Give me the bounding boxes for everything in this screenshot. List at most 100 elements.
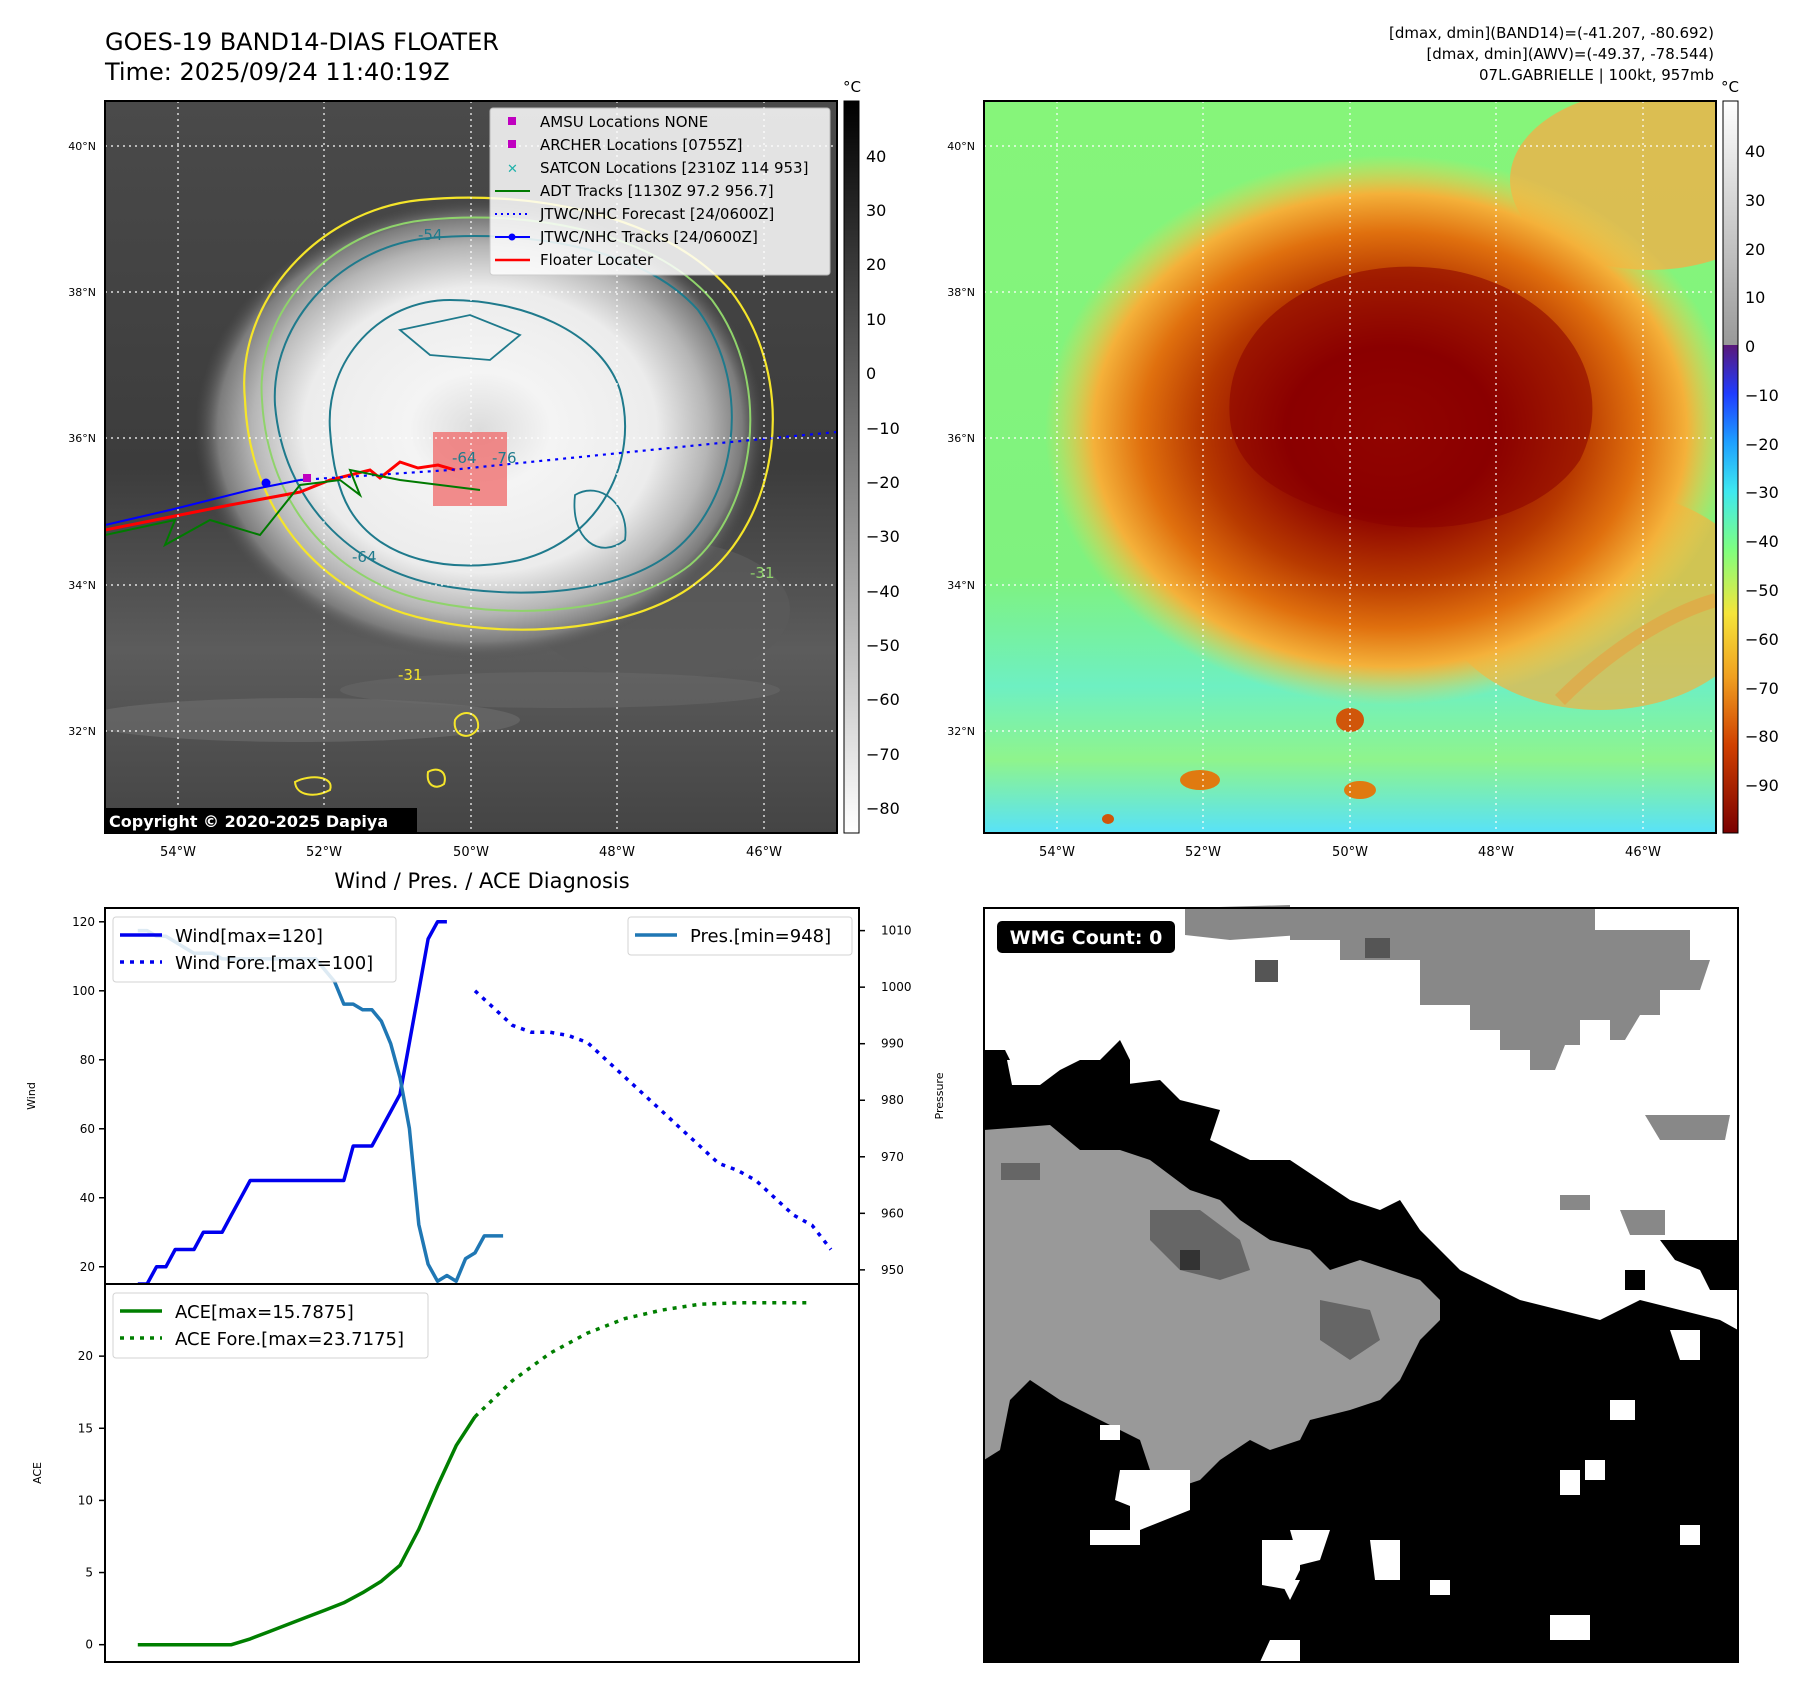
legend-amsu: AMSU Locations NONE <box>540 113 708 131</box>
contour-label: -54 <box>418 226 443 244</box>
legend-swatch-archer <box>508 140 516 148</box>
colorbar-tick: −60 <box>1745 630 1779 649</box>
lat-label: 38°N <box>68 286 96 299</box>
info-awv-range: [dmax, dmin](AWV)=(-49.37, -78.544) <box>1426 45 1714 63</box>
ace-tick-label: 0 <box>85 1638 93 1652</box>
colorbar-tick: 20 <box>866 255 886 274</box>
colorbar-tick: −20 <box>866 473 900 492</box>
wind-tick-label: 100 <box>72 984 95 998</box>
ir-contour-teal-outer <box>273 235 733 594</box>
awv-image <box>984 101 1716 833</box>
awv-gridlines <box>984 101 1716 833</box>
legend-jtwc-forecast: JTWC/NHC Forecast [24/0600Z] <box>539 205 774 223</box>
series-line-ace <box>137 1415 477 1647</box>
colorbar-tick: −10 <box>1745 386 1779 405</box>
series-line-ace-fore <box>473 1301 813 1418</box>
colorbar-tick: −40 <box>1745 532 1779 551</box>
colorbar-tick: 0 <box>1745 337 1755 356</box>
lon-label: 50°W <box>1332 845 1368 860</box>
wind-tick-label: 60 <box>80 1122 95 1136</box>
legend-adt: ADT Tracks [1130Z 97.2 956.7] <box>540 182 774 200</box>
colorbar-tick: 30 <box>1745 191 1765 210</box>
legend-wind-fore: Wind Fore.[max=100] <box>175 953 373 974</box>
info-storm: 07L.GABRIELLE | 100kt, 957mb <box>1479 66 1714 84</box>
colorbar-tick: −50 <box>1745 581 1779 600</box>
colorbar-tick: −30 <box>1745 483 1779 502</box>
pressure-tick-label: 970 <box>881 1150 904 1164</box>
wind-tick-label: 20 <box>80 1260 95 1274</box>
pressure-legend: Pres.[min=948] <box>627 916 853 956</box>
lon-label: 52°W <box>1185 845 1221 860</box>
wind-axis-label: Wind <box>25 1082 38 1110</box>
awv-lon-labels: 54°W 52°W 50°W 48°W 46°W <box>1039 845 1661 860</box>
pressure-tick-label: 960 <box>881 1206 904 1220</box>
lat-label: 40°N <box>947 140 975 153</box>
ir-lat-labels: 40°N 38°N 36°N 34°N 32°N <box>68 140 96 738</box>
archer-location-marker <box>303 474 311 482</box>
wmg-count-box <box>997 921 1175 953</box>
legend-floater: Floater Locater <box>540 251 654 269</box>
colorbar-tick: 30 <box>866 201 886 220</box>
ir-panel: -64 -64 -76 -31 -31 -54 AMSU Locations N… <box>68 78 900 860</box>
ir-contour-teal-inner <box>328 298 627 567</box>
pressure-axis-label: Pressure <box>933 1072 946 1119</box>
ace-y-ticks: 0 5 10 15 20 <box>78 1349 105 1652</box>
ace-legend: ACE[max=15.7875] ACE Fore.[max=23.7175] <box>112 1292 429 1359</box>
colorbar-tick: 40 <box>1745 142 1765 161</box>
legend-swatch-satcon: ✕ <box>507 162 518 177</box>
contour-label: -64 <box>352 548 377 566</box>
copyright-box <box>105 808 417 833</box>
colorbar-tick: 40 <box>866 147 886 166</box>
pressure-tick-label: 1010 <box>881 924 912 938</box>
series-line-wind <box>137 920 447 1284</box>
pressure-tick-label: 950 <box>881 1263 904 1277</box>
awv-colorbar: °C 40 30 20 10 0 −10 −20 −30 −40 −50 −60… <box>1721 78 1779 834</box>
colorbar-tick: −40 <box>866 582 900 601</box>
diagnosis-title: Wind / Pres. / ACE Diagnosis <box>334 869 629 893</box>
wmg-cloud-mask <box>984 905 1738 1662</box>
wmg-frame <box>983 907 1739 1663</box>
info-band14-range: [dmax, dmin](BAND14)=(-41.207, -80.692) <box>1389 24 1714 42</box>
ir-storm-cloud <box>195 200 765 660</box>
ir-lon-labels: 54°W 52°W 50°W 48°W 46°W <box>160 845 782 860</box>
awv-panel: 40°N 38°N 36°N 34°N 32°N 54°W 52°W 50°W … <box>947 78 1779 860</box>
jtwc-position-marker <box>261 478 271 488</box>
colorbar-tick: 10 <box>866 310 886 329</box>
lat-label: 40°N <box>68 140 96 153</box>
colorbar-tick: −80 <box>866 799 900 818</box>
ir-frame <box>104 100 838 834</box>
lon-label: 46°W <box>746 845 782 860</box>
awv-lat-labels: 40°N 38°N 36°N 34°N 32°N <box>947 140 975 738</box>
ace-chart: 0 5 10 15 20 ACE ACE[max=15.7875] ACE Fore.[… <box>31 1283 860 1663</box>
colorbar-tick: −70 <box>1745 679 1779 698</box>
wind-y-ticks: 20 40 60 80 100 120 <box>72 915 105 1274</box>
lat-label: 32°N <box>68 725 96 738</box>
legend-jtwc-tracks: JTWC/NHC Tracks [24/0600Z] <box>539 228 758 246</box>
lon-label: 54°W <box>1039 845 1075 860</box>
wmg-panel: WMG Count: 0 <box>983 905 1739 1663</box>
colorbar-tick: 10 <box>1745 288 1765 307</box>
lat-label: 38°N <box>947 286 975 299</box>
colorbar-tick: −30 <box>866 527 900 546</box>
ace-tick-label: 20 <box>78 1349 93 1363</box>
ace-series-group <box>137 1301 813 1647</box>
awv-frame <box>983 100 1717 834</box>
awv-colorbar-unit: °C <box>1721 78 1739 96</box>
legend-ace-fore: ACE Fore.[max=23.7175] <box>175 1329 404 1350</box>
pressure-tick-label: 1000 <box>881 980 912 994</box>
wmg-count-label: WMG Count: 0 <box>1010 927 1163 949</box>
colorbar-tick: 20 <box>1745 240 1765 259</box>
wind-legend: Wind[max=120] Wind Fore.[max=100] <box>112 916 397 983</box>
figure-timestamp: Time: 2025/09/24 11:40:19Z <box>104 58 450 86</box>
wind-tick-label: 80 <box>80 1053 95 1067</box>
contour-label: -76 <box>492 449 517 467</box>
pressure-tick-label: 990 <box>881 1037 904 1051</box>
colorbar-tick: −80 <box>1745 727 1779 746</box>
colorbar-tick: −20 <box>1745 435 1779 454</box>
legend-wind: Wind[max=120] <box>175 926 323 947</box>
colorbar-tick: −90 <box>1745 776 1779 795</box>
ir-colorbar-unit: °C <box>843 78 861 96</box>
lat-label: 34°N <box>68 579 96 592</box>
ace-axis-label: ACE <box>31 1462 44 1484</box>
